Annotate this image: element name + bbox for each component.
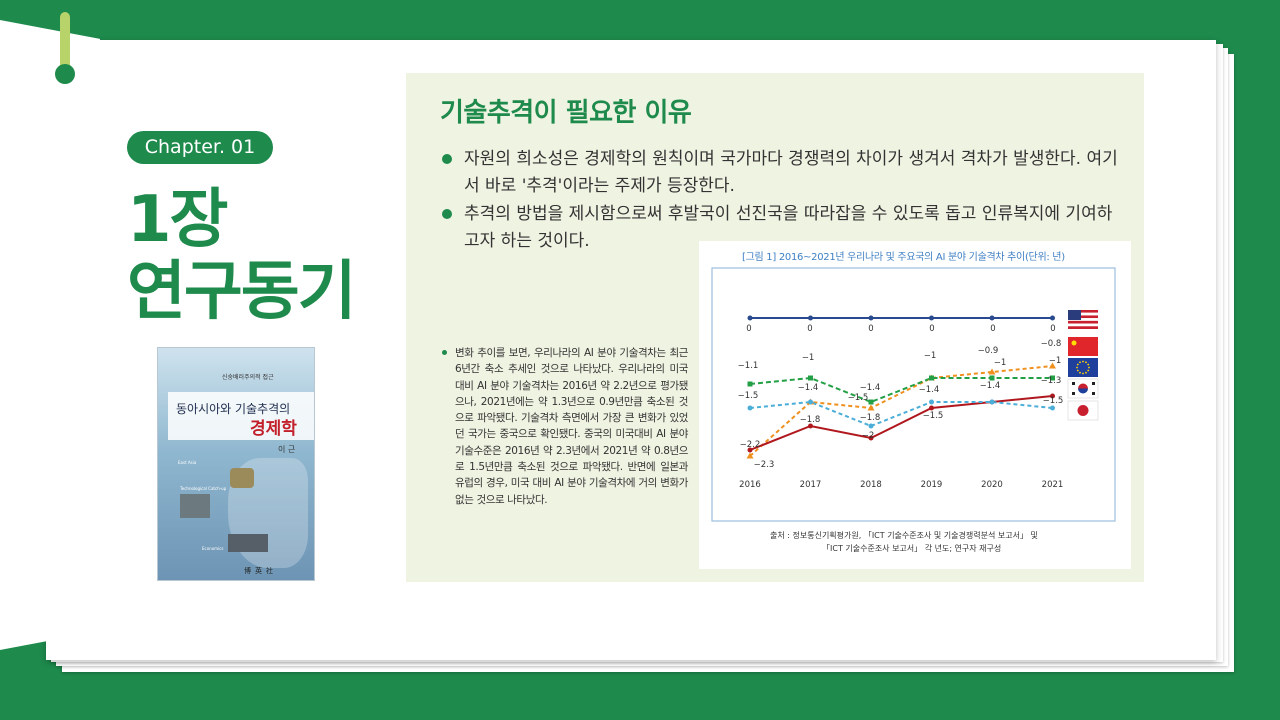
chart-title: [그림 1] 2016~2021년 우리나라 및 주요국의 AI 분야 기술격차…	[742, 252, 1065, 263]
book-label-eastasia: East Asia	[178, 460, 197, 465]
pin-icon	[60, 12, 70, 74]
paper-curl	[0, 20, 100, 650]
bullet-icon	[442, 209, 452, 219]
chapter-title-line2: 연구동기	[127, 255, 357, 329]
bullet-icon	[442, 154, 452, 164]
chart-source-line2: 「ICT 기술수준조사 보고서」 각 년도; 연구자 재구성	[822, 544, 1002, 553]
book-label-economics: Economics	[202, 546, 224, 551]
book-title-line2: 경제학	[250, 419, 297, 439]
chart-container	[699, 241, 1131, 569]
panel-heading: 기술추격이 필요한 이유	[440, 98, 692, 128]
book-label-catchup: Technological Catch-up	[180, 486, 227, 491]
book-author: 이 근	[278, 445, 296, 454]
chart-source-line1: 출처 : 정보통신기획평가원, 「ICT 기술수준조사 및 기술경쟁력분석 보고…	[770, 531, 1038, 540]
chapter-title-line1: 1장	[127, 183, 228, 257]
pin-head-icon	[55, 64, 75, 84]
bullet-text-2: 추격의 방법을 제시함으로써 후발국이 선진국을 따라잡을 수 있도록 돕고 인…	[464, 204, 1113, 251]
bullet-icon	[442, 350, 447, 355]
book-cover-image: 신숭배러주의적 접근 동아시아와 기술추격의 경제학 이 근 East Asia…	[157, 347, 315, 581]
book-publisher: 博英社	[244, 567, 277, 575]
book-photo	[228, 534, 268, 552]
book-title-band	[168, 392, 314, 440]
book-title-line1: 동아시아와 기술추격의	[176, 402, 291, 416]
bullet-text-1: 자원의 희소성은 경제학의 원칙이며 국가마다 경쟁력의 차이가 생겨서 격차가…	[464, 149, 1118, 196]
book-photo	[230, 468, 254, 488]
detail-text: 변화 추이를 보면, 우리나라의 AI 분야 기술격차는 최근 6년간 축소 추…	[455, 347, 688, 506]
chapter-title: 1장 연구동기	[127, 183, 357, 329]
chapter-badge: Chapter. 01	[127, 131, 273, 164]
book-photo	[180, 494, 210, 518]
book-subtitle: 신숭배러주의적 접근	[222, 374, 274, 381]
